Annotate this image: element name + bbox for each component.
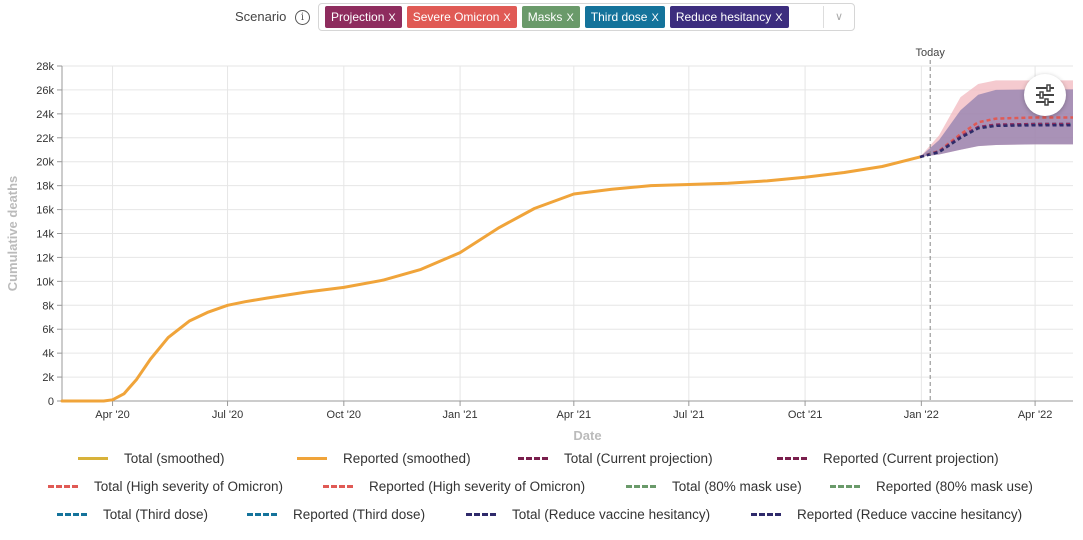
legend-label: Total (Current projection) (564, 451, 713, 466)
legend-swatch (626, 485, 656, 488)
legend-label: Reported (80% mask use) (876, 479, 1033, 494)
y-tick-label: 10k (36, 276, 54, 288)
legend-item[interactable]: Total (High severity of Omicron) (48, 479, 283, 494)
legend-label: Total (80% mask use) (672, 479, 802, 494)
x-tick-label: Apr '20 (95, 409, 130, 421)
legend-label: Reported (Reduce vaccine hesitancy) (797, 507, 1023, 522)
legend-label: Reported (Current projection) (823, 451, 999, 466)
close-icon[interactable]: X (503, 12, 511, 24)
legend-label: Reported (High severity of Omicron) (369, 479, 586, 494)
legend-item[interactable]: Reported (Third dose) (247, 507, 425, 522)
legend-swatch (57, 513, 87, 516)
today-label: Today (916, 47, 946, 59)
scenario-chip-label: Masks (527, 10, 563, 24)
close-icon[interactable]: X (651, 12, 659, 24)
legend-item[interactable]: Reported (smoothed) (297, 451, 471, 466)
y-tick-label: 2k (42, 372, 54, 384)
y-tick-label: 4k (42, 348, 54, 360)
legend-swatch (830, 485, 860, 488)
legend-item[interactable]: Reported (High severity of Omicron) (323, 479, 585, 494)
scenario-chip[interactable]: Projection X (325, 6, 402, 28)
x-tick-label: Apr '21 (557, 409, 592, 421)
y-tick-label: 12k (36, 252, 54, 264)
x-tick-label: Jul '21 (673, 409, 704, 421)
chart-settings-button[interactable] (1024, 74, 1066, 116)
legend-item[interactable]: Total (80% mask use) (626, 479, 802, 494)
legend-swatch (297, 457, 327, 460)
y-tick-label: 28k (36, 61, 54, 73)
legend-label: Total (smoothed) (124, 451, 225, 466)
legend-item[interactable]: Reported (Current projection) (777, 451, 999, 466)
legend-label: Total (Reduce vaccine hesitancy) (512, 507, 711, 522)
x-tick-label: Apr '22 (1018, 409, 1053, 421)
close-icon[interactable]: X (388, 12, 396, 24)
y-tick-label: 8k (42, 300, 54, 312)
legend-label: Reported (smoothed) (343, 451, 471, 466)
scenario-label: Scenario (235, 9, 287, 24)
chevron-down-icon[interactable]: ∨ (823, 6, 854, 28)
scenario-chip[interactable]: Severe Omicron X (406, 6, 517, 28)
y-tick-label: 20k (36, 157, 54, 169)
scenario-chip-label: Reduce hesitancy (675, 10, 772, 24)
scenario-chip[interactable]: Third dose X (584, 6, 665, 28)
legend-swatch (78, 457, 108, 460)
y-tick-label: 6k (42, 324, 54, 336)
y-axis-title: Cumulative deaths (5, 176, 20, 292)
x-tick-label: Jul '20 (212, 409, 243, 421)
legend-label: Total (High severity of Omicron) (94, 479, 284, 494)
legend-item[interactable]: Total (Third dose) (57, 507, 208, 522)
cumulative-deaths-chart: 0 2k 4k 6k 8k 10k 12k 14k 16k 18k 20k 22k 24k 26k 28k A… (5, 47, 1073, 443)
legend-swatch (518, 457, 548, 460)
legend-label: Total (Third dose) (103, 507, 209, 522)
x-tick-label: Jan '22 (904, 409, 939, 421)
y-tick-label: 16k (36, 205, 54, 217)
legend-swatch (751, 513, 781, 516)
y-tick-label: 26k (36, 85, 54, 97)
info-icon[interactable]: i (295, 10, 310, 25)
legend-item[interactable]: Reported (80% mask use) (830, 479, 1033, 494)
y-tick-label: 24k (36, 109, 54, 121)
legend-swatch (466, 513, 496, 516)
close-icon[interactable]: X (566, 12, 574, 24)
legend-swatch (323, 485, 353, 488)
legend-item[interactable]: Total (Reduce vaccine hesitancy) (466, 507, 710, 522)
legend-label: Reported (Third dose) (293, 507, 426, 522)
legend-item[interactable]: Total (Current projection) (518, 451, 713, 466)
legend-swatch (48, 485, 78, 488)
x-tick-label: Jan '21 (443, 409, 478, 421)
scenario-chip[interactable]: Masks X (521, 6, 580, 28)
x-tick-label: Oct '20 (327, 409, 362, 421)
legend-swatch (247, 513, 277, 516)
close-icon[interactable]: X (775, 12, 783, 24)
legend-item[interactable]: Total (smoothed) (78, 451, 225, 466)
scenario-chips: Projection X Severe Omicron X Masks X Third do… (325, 6, 789, 28)
x-axis-title: Date (573, 428, 601, 443)
series-line (60, 155, 922, 403)
sliders-icon (1036, 84, 1054, 106)
y-tick-label: 22k (36, 133, 54, 145)
legend-item[interactable]: Reported (Reduce vaccine hesitancy) (751, 507, 1022, 522)
y-tick-label: 0 (48, 396, 54, 408)
scenario-multiselect[interactable]: Projection X Severe Omicron X Masks X Third do… (318, 3, 855, 31)
scenario-chip[interactable]: Reduce hesitancy X (669, 6, 789, 28)
y-tick-label: 18k (36, 181, 54, 193)
x-tick-label: Oct '21 (788, 409, 823, 421)
legend-swatch (777, 457, 807, 460)
scenario-chip-label: Severe Omicron (412, 10, 500, 24)
scenario-selector: Scenario i Projection X Severe Omicron X Mas… (0, 0, 1083, 36)
scenario-chip-label: Projection (331, 10, 385, 24)
y-tick-label: 14k (36, 229, 54, 241)
series-line (919, 123, 1073, 159)
scenario-chip-label: Third dose (590, 10, 648, 24)
